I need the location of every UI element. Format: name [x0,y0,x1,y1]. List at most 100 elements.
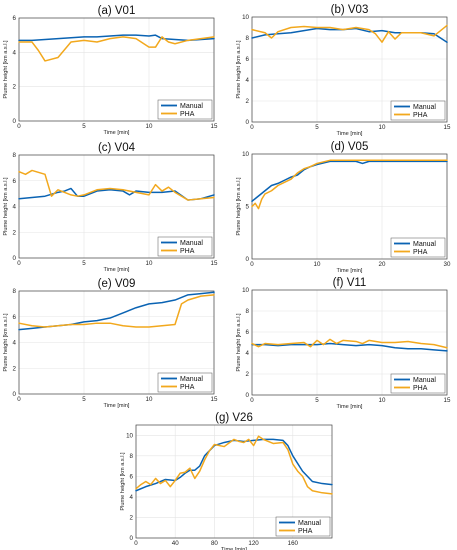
chart-title: (f) V11 [333,277,367,289]
series-line-pha [251,159,448,210]
x-tick-label: 10 [314,261,321,268]
y-axis-label: Plume height [km a.s.l.] [236,313,242,372]
x-tick-label: 120 [248,540,259,547]
legend-label: PHA [180,384,195,391]
y-tick-label: 0 [13,118,17,125]
series-line-pha [18,36,215,62]
y-tick-label: 4 [246,350,250,357]
chart-title: (g) V26 [215,412,253,424]
x-tick-label: 40 [172,540,179,547]
chart-title: (d) V05 [331,141,369,153]
y-tick-label: 6 [13,178,17,185]
y-tick-label: 8 [246,35,250,42]
y-axis-label: Plume height [km a.s.l.] [3,177,9,236]
x-tick-label: 80 [211,540,218,547]
legend-label: PHA [180,111,195,118]
x-tick-label: 15 [444,124,451,131]
legend-label: Manual [413,104,436,111]
chart-title: (c) V04 [98,142,136,154]
y-tick-label: 5 [246,204,250,211]
y-tick-label: 8 [13,288,17,295]
y-tick-label: 4 [13,49,17,56]
x-tick-label: 10 [379,397,386,404]
y-tick-label: 4 [130,494,134,501]
y-tick-label: 2 [246,371,250,378]
legend-label: PHA [413,112,428,119]
series-line-manual [251,342,448,352]
x-tick-label: 160 [288,540,299,547]
y-tick-label: 0 [246,119,250,126]
x-axis-label: Time [min] [104,267,130,273]
x-tick-label: 5 [315,124,319,131]
chart-panel: 0 10 20 30 0 5 10 (d) V05 Time [min] Plume height… [236,141,451,274]
y-tick-label: 10 [242,14,249,21]
y-tick-label: 0 [130,535,134,542]
plot-frame [135,424,333,539]
y-tick-label: 10 [242,287,249,294]
x-tick-label: 15 [211,396,218,403]
y-tick-label: 6 [246,56,250,63]
x-tick-label: 10 [146,396,153,403]
x-axis-label: Time [min] [104,403,130,409]
x-tick-label: 0 [17,123,21,130]
chart-panel: 0 40 80 120 160 0 2 4 6 8 10 (g) V26 Time [min] Plume… [120,412,333,550]
y-axis-label: Plume height [km a.s.l.] [236,40,242,99]
y-axis-label: Plume height [km a.s.l.] [3,40,9,99]
x-axis-label: Time [min] [337,131,363,137]
legend-label: Manual [413,241,436,248]
chart-title: (a) V01 [98,5,136,17]
y-tick-label: 6 [13,314,17,321]
x-tick-label: 10 [146,123,153,130]
y-tick-label: 8 [130,453,134,460]
series-line-pha [251,338,448,349]
y-tick-label: 6 [130,473,134,480]
y-tick-label: 0 [246,392,250,399]
x-axis-label: Time [min] [221,547,247,550]
series-line-pha [18,294,215,328]
x-tick-label: 20 [379,261,386,268]
series-line-pha [18,169,215,201]
y-tick-label: 0 [13,391,17,398]
plot-frame [251,16,448,123]
x-tick-label: 5 [315,397,319,404]
x-tick-label: 30 [444,261,451,268]
y-axis-label: Plume height [km a.s.l.] [236,177,242,236]
chart-panel: 0 5 10 15 0 2 4 6 8 10 (b) V03 Time [min] Plume heig… [236,4,451,137]
series-line-pha [251,24,448,43]
y-tick-label: 10 [126,432,133,439]
y-tick-label: 2 [130,514,134,521]
y-tick-label: 8 [13,152,17,159]
legend-label: Manual [180,240,203,247]
x-tick-label: 15 [211,123,218,130]
x-tick-label: 15 [444,397,451,404]
x-tick-label: 0 [17,260,21,267]
series-line-manual [18,34,215,42]
chart-title: (e) V09 [98,278,136,290]
y-tick-label: 4 [13,204,17,211]
y-tick-label: 2 [13,84,17,91]
legend-label: PHA [298,528,313,535]
x-tick-label: 0 [134,540,138,547]
plot-frame [18,290,215,395]
y-axis-label: Plume height [km a.s.l.] [3,313,9,372]
y-tick-label: 8 [246,308,250,315]
y-tick-label: 2 [246,98,250,105]
x-tick-label: 15 [211,260,218,267]
legend-label: PHA [413,249,428,256]
chart-panel: 0 5 10 15 0 2 4 6 8 (c) V04 Time [min] Plume height… [3,142,218,273]
legend-label: Manual [180,103,203,110]
x-tick-label: 5 [82,123,86,130]
x-tick-label: 10 [379,124,386,131]
legend-label: PHA [180,248,195,255]
x-tick-label: 0 [250,261,254,268]
x-axis-label: Time [min] [337,268,363,274]
x-axis-label: Time [min] [104,130,130,136]
plot-frame [18,17,215,122]
chart-title: (b) V03 [331,4,369,16]
y-tick-label: 2 [13,229,17,236]
